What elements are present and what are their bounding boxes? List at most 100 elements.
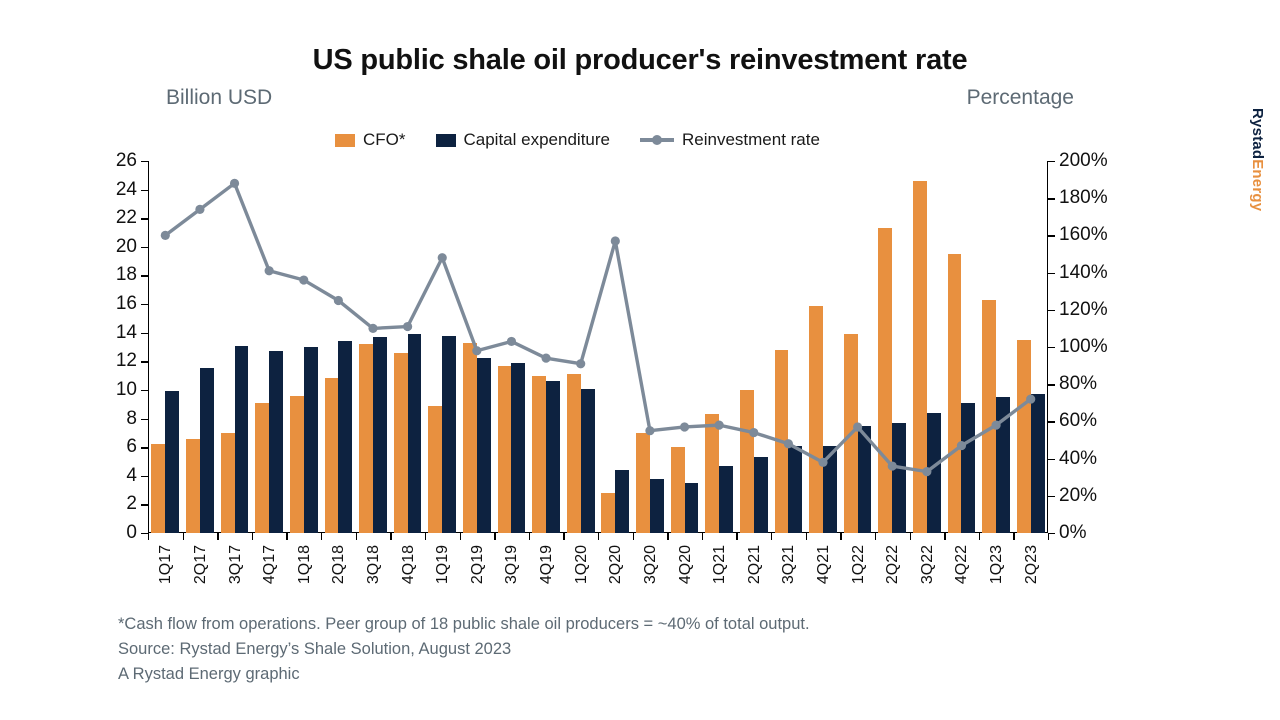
bar-capex (476, 358, 491, 533)
bar-cfo (324, 378, 339, 533)
y-axis-left-tick-label: 4 (126, 464, 137, 486)
x-axis-tick (563, 533, 565, 540)
x-axis-tick-label: 2Q18 (330, 545, 348, 585)
reinvestment-rate-marker (160, 230, 170, 240)
bar-cfo (636, 432, 650, 533)
x-axis-tick-label: 4Q18 (399, 545, 417, 585)
y-axis-right-tick-label: 80% (1059, 373, 1098, 395)
bar-cfo (982, 299, 997, 533)
y-axis-right-tick (1048, 384, 1055, 386)
x-axis-tick-label: 4Q22 (953, 545, 971, 585)
bar-capex (269, 351, 283, 533)
y-axis-right-tick-label: 100% (1059, 336, 1108, 357)
reinvestment-rate-marker (195, 204, 205, 214)
x-axis-tick (598, 533, 600, 540)
x-axis-tick-label: 4Q19 (538, 545, 556, 585)
bar-capex (407, 334, 422, 533)
x-axis-tick (840, 533, 842, 540)
x-axis-tick-label: 4Q20 (676, 545, 694, 585)
x-axis-tick (736, 533, 738, 540)
footnote-line-3: A Rystad Energy graphic (118, 665, 300, 683)
bar-cfo (947, 254, 962, 533)
rystad-energy-watermark: RystadEnergy (1249, 108, 1266, 211)
x-axis-tick-label: 2Q22 (884, 545, 902, 585)
x-axis-tick (909, 533, 911, 540)
y-axis-left-tick (141, 504, 148, 506)
reinvestment-rate-marker (368, 323, 378, 333)
legend-label: Capital expenditure (463, 130, 610, 149)
x-axis-tick-label: 3Q21 (780, 545, 798, 585)
page-title: US public shale oil producer's reinvestm… (312, 44, 968, 76)
x-axis-tick-label: 2Q20 (607, 545, 625, 585)
reinvestment-rate-marker (541, 353, 551, 363)
legend-item-cfo[interactable]: CFO* (335, 130, 406, 150)
bar-capex (961, 402, 976, 533)
legend-marker-icon (651, 135, 662, 145)
bar-cfo (220, 432, 235, 533)
y-axis-left-tick (141, 275, 148, 277)
x-axis-tick (148, 533, 150, 540)
y-axis-left-line (148, 161, 150, 533)
x-axis-tick (494, 533, 496, 540)
x-axis-tick (1013, 533, 1015, 540)
bar-capex (580, 388, 595, 533)
y-axis-left-tick (141, 189, 148, 191)
x-axis-tick (805, 533, 808, 540)
bar-cfo (186, 438, 200, 533)
reinvestment-rate-marker (437, 253, 447, 263)
bar-cfo (463, 342, 477, 533)
brand-part-energy: Energy (1249, 159, 1266, 212)
bar-cfo (913, 181, 927, 533)
y-axis-left-tick (141, 533, 148, 535)
x-axis-tick-label: 1Q19 (434, 545, 452, 585)
bar-cfo (289, 395, 304, 533)
y-axis-left-tick (141, 161, 148, 163)
y-axis-right-tick-label: 200% (1059, 150, 1108, 171)
legend-swatch-icon (335, 133, 355, 147)
x-axis-tick-label: 1Q22 (849, 545, 867, 585)
y-axis-left-tick-label: 10 (115, 378, 137, 400)
y-axis-left-tick-label: 24 (115, 178, 137, 200)
x-axis-tick (286, 533, 288, 540)
x-axis-tick (251, 533, 254, 540)
bar-capex (996, 397, 1010, 533)
y-axis-left-tick-label: 20 (115, 235, 137, 257)
bar-capex (1030, 394, 1045, 533)
x-axis-line (148, 531, 1048, 533)
left-axis-caption: Billion USD (166, 86, 273, 109)
x-axis-tick-label: 3Q20 (641, 545, 659, 585)
x-axis-tick-label: 3Q19 (503, 545, 521, 585)
x-axis-tick (978, 533, 981, 540)
x-axis-tick (217, 533, 219, 540)
bar-capex (442, 335, 457, 533)
x-axis-tick (321, 533, 323, 540)
plot-area: 0 2 4 6 8 10 12 14 16 18 20 22 24 26 0% 20% 40% 60% 80% 10… (116, 150, 1108, 584)
legend-item-capital-expenditure[interactable]: Capital expenditure (435, 130, 610, 150)
y-axis-right-line (1046, 161, 1048, 533)
bar-capex (684, 482, 699, 533)
y-axis-left-tick (141, 361, 148, 363)
bar-cfo (739, 389, 754, 533)
x-axis-tick (390, 533, 392, 540)
y-axis-right-tick-label: 120% (1059, 298, 1108, 320)
bar-cfo (601, 492, 616, 533)
bar-capex (546, 381, 560, 533)
y-axis-left-tick-label: 8 (126, 407, 137, 429)
x-axis-tick (667, 533, 669, 540)
reinvestment-rate-marker (333, 295, 343, 306)
bar-cfo (359, 344, 373, 533)
bar-cfo (843, 334, 858, 533)
y-axis-right-tick (1048, 421, 1055, 423)
y-axis-left-tick-label: 22 (115, 207, 137, 229)
x-axis-tick-label: 1Q23 (988, 545, 1006, 585)
y-axis-right-tick (1048, 533, 1055, 535)
x-axis-tick (528, 533, 531, 540)
reinvestment-rate-marker (679, 422, 690, 432)
reinvestment-rate-marker (576, 359, 586, 369)
reinvestment-rate-marker (264, 266, 274, 276)
y-axis-right-tick (1048, 161, 1055, 163)
y-axis-left-tick (141, 246, 148, 249)
x-axis-tick (424, 533, 427, 540)
legend-item-reinvestment-rate[interactable]: Reinvestment rate (639, 130, 820, 150)
y-axis-left-tick-label: 18 (115, 264, 137, 286)
